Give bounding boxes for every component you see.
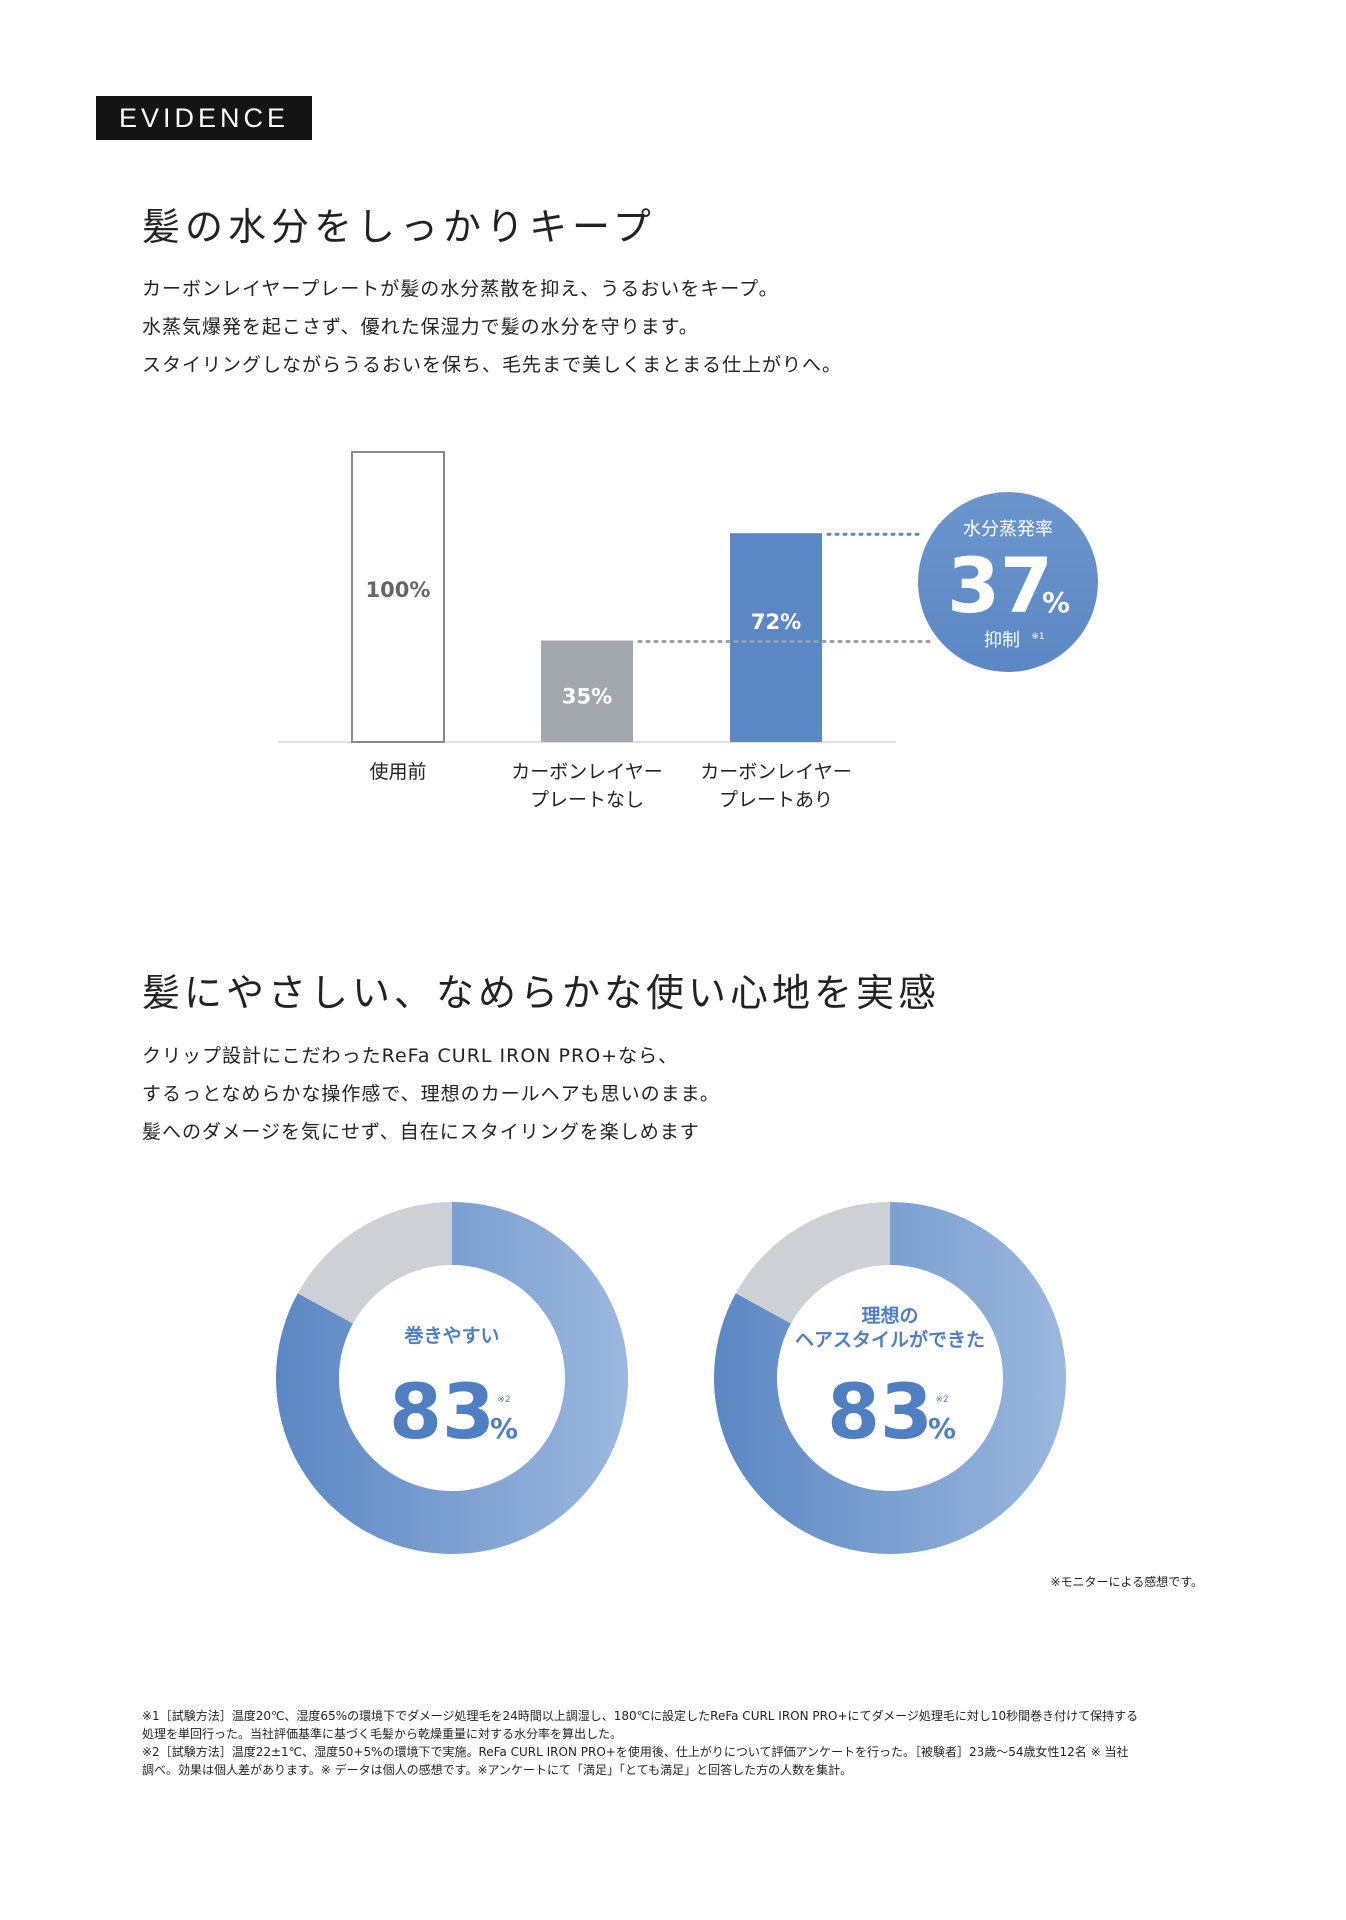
evidence-badge: EVIDENCE <box>96 96 312 140</box>
callout-top-text: 水分蒸発率 <box>963 519 1053 540</box>
category-label-2: カーボンレイヤー <box>511 761 662 783</box>
section1-line: 水蒸気爆発を起こさず、優れた保湿力で髪の水分を守ります。 <box>142 316 699 338</box>
donut-1-value: 83 <box>389 1367 495 1456</box>
donut-2-unit: % <box>928 1412 956 1445</box>
callout-circle <box>918 492 1098 672</box>
donut-2-value-arc <box>714 1202 1066 1554</box>
bar-value-label-3: 72% <box>751 610 801 634</box>
callout-number: 37 <box>947 541 1053 630</box>
footnote-line: 調べ。効果は個人差があります。※ データは個人の感想です。※アンケートにて「満足… <box>142 1763 853 1777</box>
section2-heading: 髪にやさしい、なめらかな使い心地を実感 <box>142 971 941 1015</box>
footnotes: ※1［試験方法］温度20℃、湿度65%の環境下でダメージ処理毛を24時間以上調湿… <box>142 1707 1204 1779</box>
footnote-line: ※2［試験方法］温度22±1℃、湿度50+5%の環境下で実施。ReFa CURL… <box>142 1745 1129 1759</box>
section1-heading: 髪の水分をしっかりキープ <box>142 205 656 249</box>
donut-2-label: 理想の <box>861 1304 918 1327</box>
category-label-3: プレートあり <box>719 789 833 811</box>
section2-body: クリップ設計にこだわったReFa CURL IRON PRO+なら、 するっとな… <box>142 1037 720 1151</box>
section2-line: クリップ設計にこだわったReFa CURL IRON PRO+なら、 <box>142 1045 679 1067</box>
donut-1-value-arc <box>276 1202 628 1554</box>
category-label-3: カーボンレイヤー <box>700 761 851 783</box>
bar-3 <box>730 533 822 742</box>
donut-1-rest-arc <box>297 1202 452 1324</box>
section1-line: スタイリングしながらうるおいを保ち、毛先まで美しくまとまる仕上がりへ。 <box>142 354 843 376</box>
donut-2-rest-arc <box>735 1202 890 1324</box>
donut-1-label: 巻きやすい <box>403 1324 499 1347</box>
bar-value-label-1: 100% <box>366 578 431 602</box>
donut-2-label: ヘアスタイルができた <box>795 1328 985 1351</box>
category-label-1: 使用前 <box>369 761 426 783</box>
section2-line: するっとなめらかな操作感で、理想のカールヘアも思いのまま。 <box>142 1083 720 1105</box>
category-label-2: プレートなし <box>530 789 644 811</box>
moisture-bar-chart: 100%使用前35%カーボンレイヤープレートなし72%カーボンレイヤープレートあ… <box>278 451 1098 811</box>
donut-1-unit: % <box>490 1412 518 1445</box>
callout-note: ※1 <box>1031 632 1044 642</box>
section1-body: カーボンレイヤープレートが髪の水分蒸散を抑え、うるおいをキープ。 水蒸気爆発を起… <box>142 270 842 384</box>
section1-line: カーボンレイヤープレートが髪の水分蒸散を抑え、うるおいをキープ。 <box>142 278 779 300</box>
footnote-line: 処理を単回行った。当社評価基準に基づく毛髪から乾燥重量に対する水分率を算出した。 <box>142 1727 623 1741</box>
footnote-line: ※1［試験方法］温度20℃、湿度65%の環境下でダメージ処理毛を24時間以上調湿… <box>142 1709 1139 1723</box>
bar-1 <box>351 451 445 743</box>
bar-2 <box>541 640 633 742</box>
section2-line: 髪へのダメージを気にせず、自在にスタイリングを楽しめます <box>142 1121 700 1143</box>
bar-value-label-2: 35% <box>562 684 612 708</box>
monitor-note: ※モニターによる感想です。 <box>1050 1575 1204 1589</box>
callout-bottom-text: 抑制 <box>984 630 1020 651</box>
callout-unit: % <box>1042 586 1070 619</box>
donut-2-note: ※2 <box>935 1395 948 1405</box>
donut-2-value: 83 <box>827 1367 933 1456</box>
donut-1-note: ※2 <box>497 1395 510 1405</box>
